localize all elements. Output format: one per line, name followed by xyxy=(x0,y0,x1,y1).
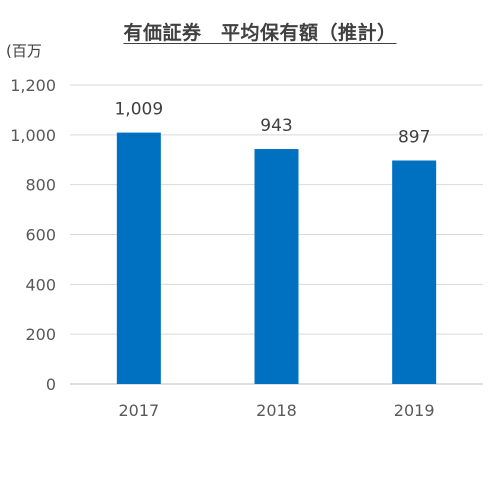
bar xyxy=(254,149,299,384)
x-tick-label: 2018 xyxy=(256,401,297,420)
bars xyxy=(116,132,437,384)
y-axis-unit-label: (百万 xyxy=(6,42,42,60)
y-tick-label: 1,000 xyxy=(10,126,56,145)
data-label: 1,009 xyxy=(114,100,163,120)
y-tick-label: 600 xyxy=(25,226,56,245)
y-tick-label: 400 xyxy=(25,275,56,294)
bar xyxy=(392,160,437,384)
y-axis-ticks: 0 200 400 600 800 1,000 1,200 xyxy=(10,76,56,394)
data-label: 943 xyxy=(260,116,292,136)
x-axis-ticks: 2017 2018 2019 xyxy=(118,401,434,420)
y-tick-label: 200 xyxy=(25,325,56,344)
bar xyxy=(116,132,161,384)
data-label: 897 xyxy=(398,127,430,147)
x-tick-label: 2019 xyxy=(394,401,435,420)
y-tick-label: 800 xyxy=(25,176,56,195)
y-tick-label: 1,200 xyxy=(10,76,56,95)
x-tick-label: 2017 xyxy=(118,401,159,420)
y-tick-label: 0 xyxy=(46,375,56,394)
data-labels: 1,009 943 897 xyxy=(114,100,430,148)
chart-title: 有価証券 平均保有額（推計） xyxy=(123,22,397,44)
